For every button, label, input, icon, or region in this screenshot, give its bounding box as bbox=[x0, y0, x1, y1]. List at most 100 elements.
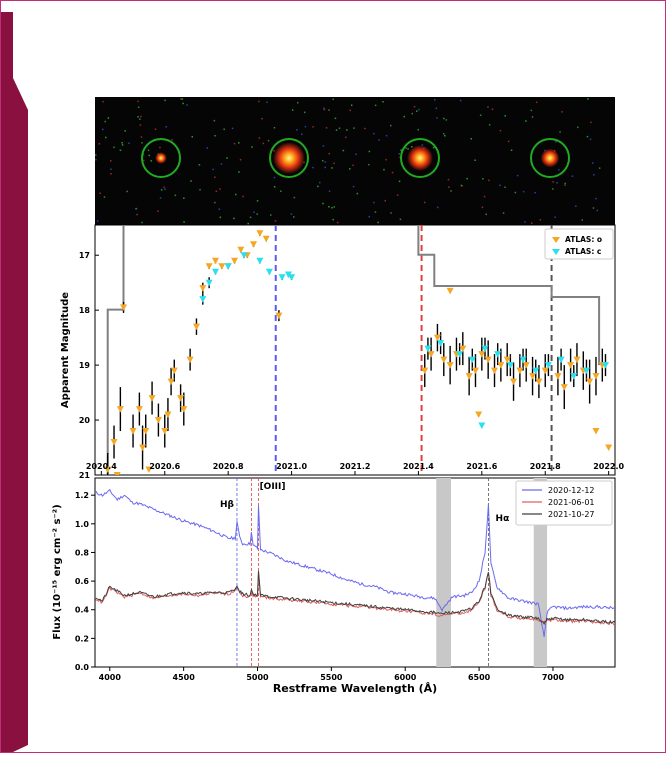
stamp-noise-pixel bbox=[534, 191, 536, 194]
lightcurve-point-o bbox=[237, 246, 245, 254]
stamp-noise-pixel bbox=[530, 109, 533, 112]
stamp-noise-pixel bbox=[104, 120, 106, 123]
stamp-noise-pixel bbox=[258, 100, 260, 103]
lightcurve-point-o bbox=[497, 362, 505, 369]
stamp-noise-pixel bbox=[137, 100, 139, 103]
stamp-noise-pixel bbox=[377, 221, 379, 224]
side-accent-tab bbox=[13, 78, 28, 752]
lightcurve-point-o bbox=[427, 351, 435, 358]
stamp-noise-pixel bbox=[564, 184, 566, 186]
lightcurve-point-o bbox=[560, 384, 568, 391]
stamp-noise-pixel bbox=[590, 121, 592, 124]
stamp-noise-pixel bbox=[474, 159, 476, 161]
stamp-noise-pixel bbox=[183, 197, 185, 199]
lightcurve-legend-label: ATLAS: o bbox=[565, 235, 602, 244]
lightcurve-xtick-label: 2022.0 bbox=[593, 462, 624, 471]
stamp-noise-pixel bbox=[384, 199, 386, 202]
stamp-noise-pixel bbox=[95, 158, 97, 161]
stamp-noise-pixel bbox=[256, 200, 259, 202]
stamp-noise-pixel bbox=[333, 162, 335, 165]
stamp-noise-pixel bbox=[212, 168, 214, 171]
lightcurve-point-c bbox=[557, 356, 565, 364]
stamp-noise-pixel bbox=[531, 222, 533, 224]
stamp-noise-pixel bbox=[466, 177, 468, 180]
stamp-noise-pixel bbox=[586, 135, 589, 138]
stamp-noise-pixel bbox=[95, 154, 97, 156]
stamp-background bbox=[95, 97, 615, 225]
spectrum-ytick-label: 1.0 bbox=[75, 520, 90, 529]
lightcurve-xtick-label: 2021.4 bbox=[403, 462, 434, 471]
stamp-noise-pixel bbox=[328, 206, 330, 208]
lightcurve-point-o bbox=[180, 406, 188, 413]
stamp-noise-pixel bbox=[113, 146, 115, 149]
lightcurve-xtick-label: 2020.8 bbox=[213, 462, 244, 471]
lightcurve-point-o bbox=[421, 367, 429, 375]
spectrum-legend-label: 2021-10-27 bbox=[548, 510, 595, 519]
spectrum-ytick-label: 0.4 bbox=[75, 606, 90, 615]
lightcurve-xtick-label: 2021.0 bbox=[276, 462, 307, 471]
stamp-noise-pixel bbox=[174, 194, 177, 197]
stamp-noise-pixel bbox=[504, 186, 506, 188]
stamp-1-source bbox=[155, 152, 167, 164]
stamp-noise-pixel bbox=[335, 129, 338, 131]
stamp-noise-pixel bbox=[368, 150, 371, 153]
stamp-noise-pixel bbox=[121, 142, 123, 144]
lightcurve-point-o bbox=[605, 444, 613, 452]
stamp-noise-pixel bbox=[157, 210, 159, 212]
stamp-noise-pixel bbox=[374, 104, 377, 107]
stamp-1-circle bbox=[141, 138, 181, 178]
lightcurve-legend-box bbox=[544, 228, 614, 260]
lightcurve-ytick-label: 18 bbox=[79, 306, 91, 315]
spectrum-ytick-label: 0.0 bbox=[75, 663, 90, 672]
spectrum-ytick-label: 0.8 bbox=[75, 548, 90, 557]
lightcurve-point-c bbox=[478, 422, 486, 430]
stamp-noise-pixel bbox=[199, 189, 201, 191]
lightcurve-legend: ATLAS: o ATLAS: c bbox=[544, 228, 614, 260]
stamp-noise-pixel bbox=[214, 201, 216, 204]
stamp-4-circle bbox=[530, 138, 570, 178]
stamp-blobs bbox=[141, 138, 570, 178]
stamp-noise-pixel bbox=[256, 213, 258, 215]
stamp-noise-pixel bbox=[223, 128, 225, 130]
stamp-noise-pixel bbox=[564, 182, 566, 185]
lightcurve-point-c bbox=[437, 340, 445, 347]
lightcurve-point-o bbox=[139, 444, 147, 452]
stamp-noise-pixel bbox=[355, 153, 357, 155]
side-accent-bar bbox=[1, 12, 13, 752]
stamp-noise-pixel bbox=[273, 127, 276, 129]
stamp-noise-pixel bbox=[105, 136, 107, 139]
stamp-noise-pixel bbox=[485, 213, 487, 216]
stamp-noise-pixel bbox=[552, 181, 554, 183]
lightcurve-point-o bbox=[199, 285, 207, 292]
lightcurve-point-o bbox=[475, 411, 483, 419]
lightcurve-point-o bbox=[503, 356, 511, 364]
stamp-3-circle bbox=[400, 138, 440, 178]
lightcurve-point-o bbox=[541, 367, 549, 375]
stamp-noise-pixel bbox=[220, 163, 223, 165]
stamp-noise-pixel bbox=[137, 116, 139, 118]
stamp-noise-pixel bbox=[290, 213, 293, 215]
stamp-noise-pixel bbox=[124, 130, 126, 132]
stamp-noise-pixel bbox=[448, 186, 450, 188]
spectrum-line-labels: Hβ [OIII] Hα bbox=[220, 482, 509, 524]
stamp-noise-pixel bbox=[304, 111, 306, 114]
stamp-noise-pixel bbox=[434, 99, 436, 101]
stamp-noise-pixel bbox=[159, 146, 161, 149]
stamp-noise-pixel bbox=[332, 98, 334, 100]
stamp-noise-pixel bbox=[577, 126, 579, 129]
stamp-noise-pixel bbox=[191, 136, 193, 138]
stamp-noise-pixel bbox=[374, 211, 377, 213]
spectrum-ticks: 4000 4500 5000 5500 6000 6500 7000 0.0 0.2 0.4 0.6… bbox=[75, 491, 565, 682]
lightcurve-point-o bbox=[554, 373, 562, 380]
stamp-noise-pixel bbox=[322, 145, 325, 147]
stamp-noise-pixel bbox=[417, 129, 419, 131]
stamp-noise-pixel bbox=[470, 138, 472, 140]
stamp-noise-pixel bbox=[141, 221, 143, 224]
lightcurve-point-o bbox=[164, 411, 172, 419]
spectrum-legend-label: 2021-06-01 bbox=[548, 498, 595, 507]
stamp-noise-pixel bbox=[398, 180, 401, 183]
stamp-noise-pixel bbox=[525, 120, 527, 122]
stamp-noise-pixel bbox=[213, 119, 216, 122]
stamp-noise-pixel bbox=[424, 201, 426, 204]
stamp-noise-pixel bbox=[273, 186, 276, 188]
